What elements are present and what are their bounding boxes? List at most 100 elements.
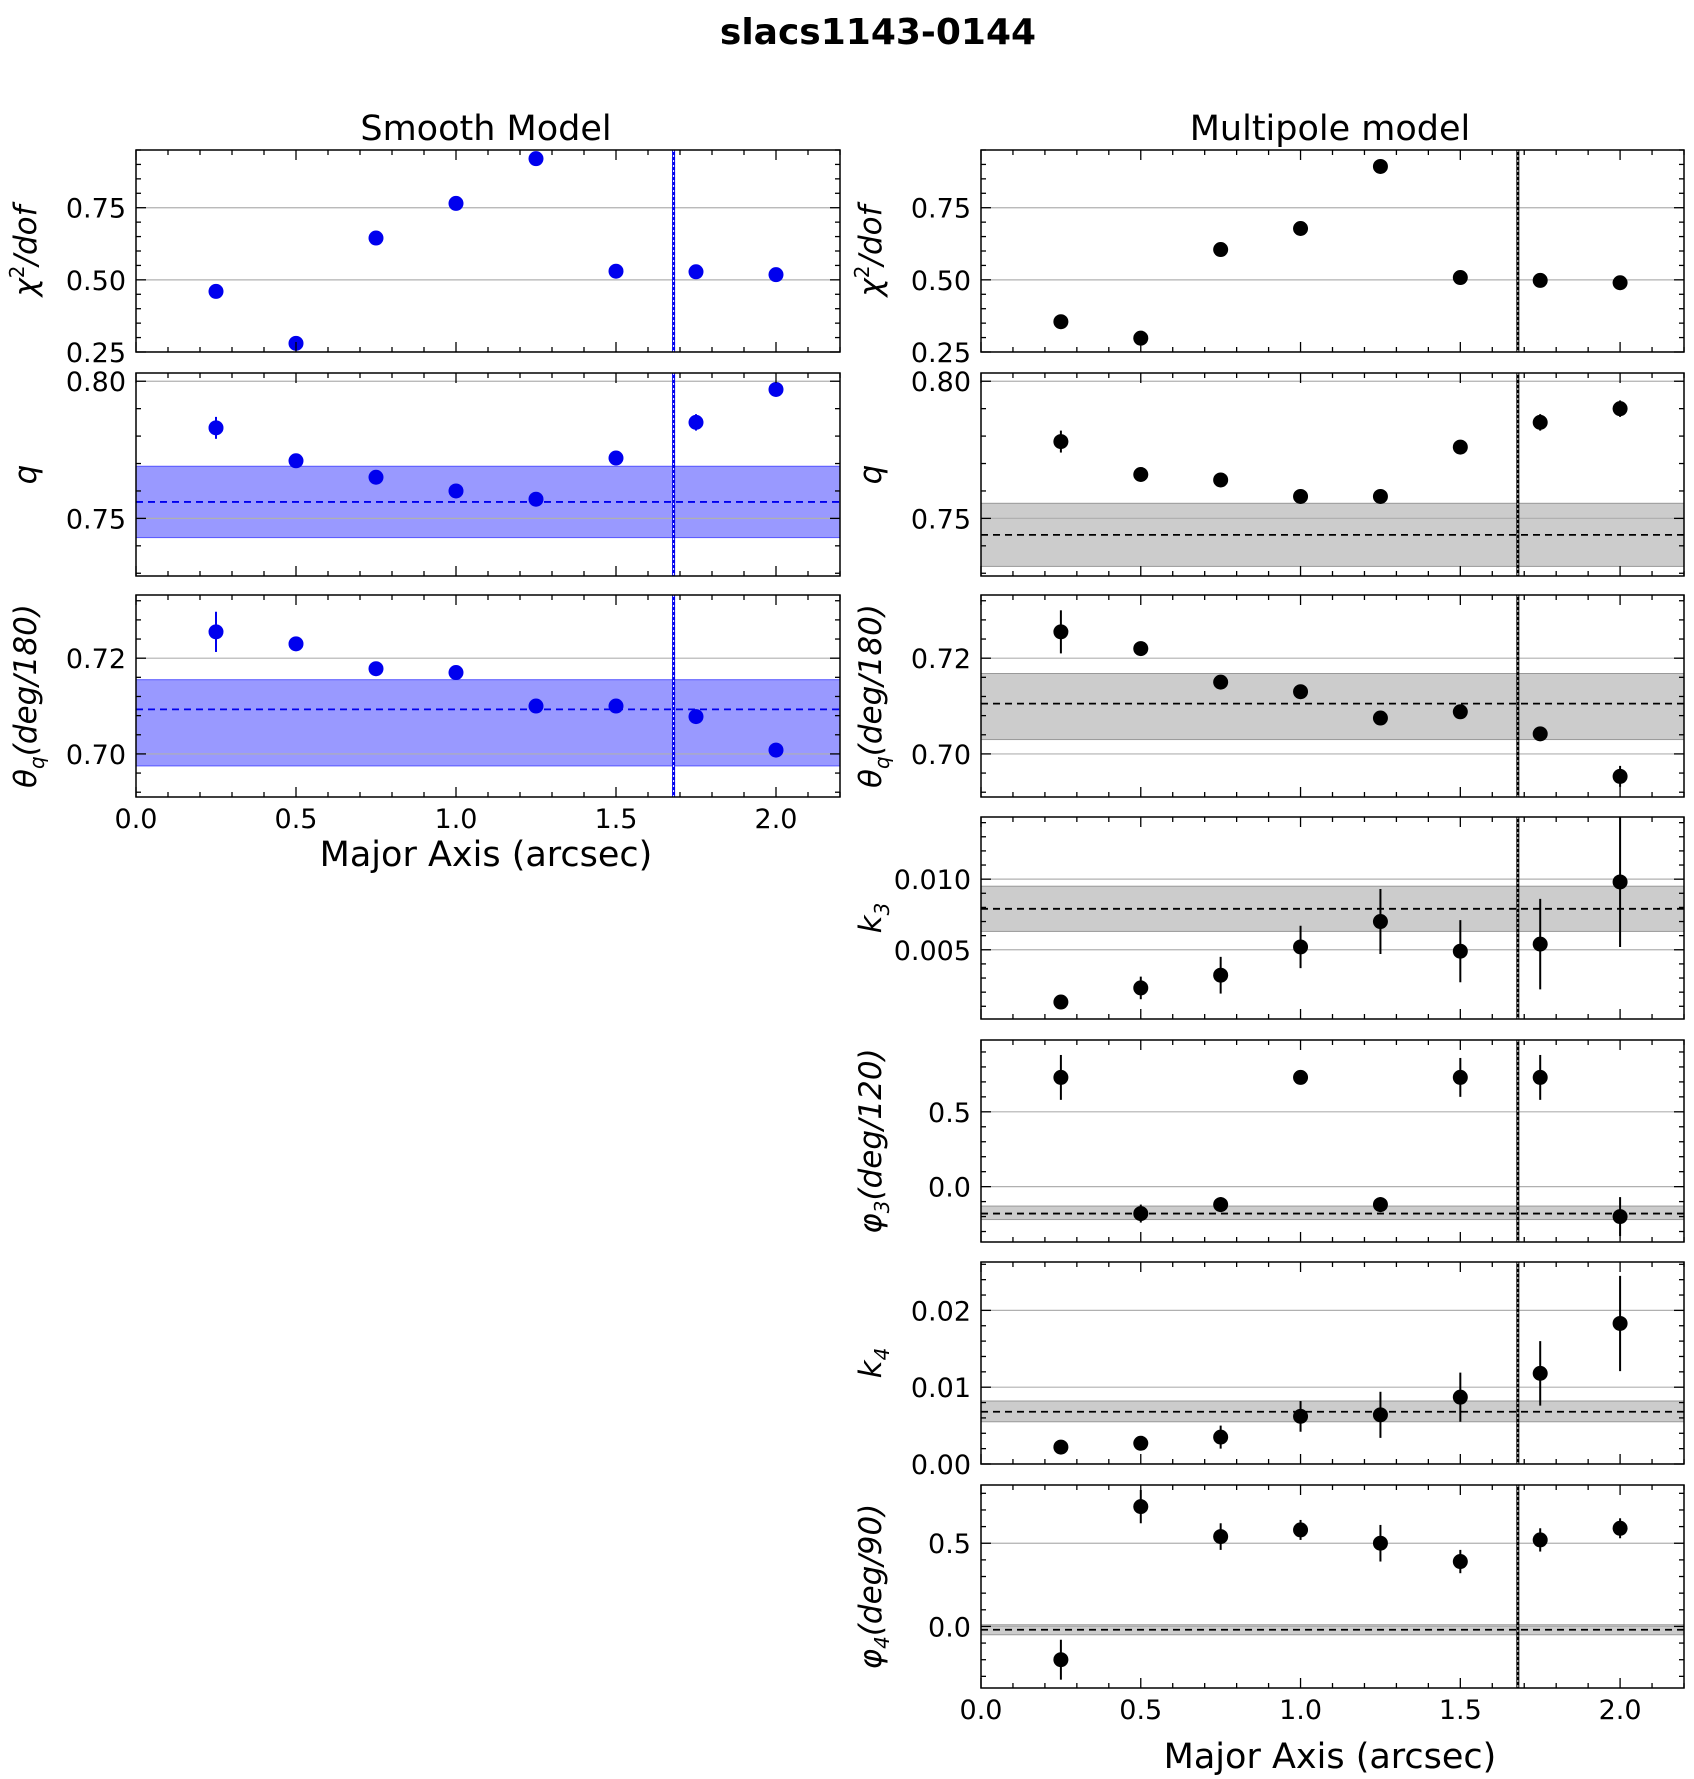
data-point [528, 151, 544, 167]
x-tick-label: 0.5 [275, 804, 318, 835]
data-point [1452, 704, 1468, 720]
data-point [1053, 1439, 1069, 1455]
data-point [688, 709, 704, 725]
panel-4: 0.25 0.50 0.75 χ2/dof [850, 149, 1685, 369]
figure-title: slacs1143-0144 [720, 12, 1036, 53]
data-point [1372, 158, 1388, 174]
x-tick-label: 1.5 [1439, 1695, 1482, 1726]
data-point [1213, 1429, 1229, 1445]
x-tick-label: 0.0 [115, 804, 158, 835]
data-point [448, 483, 464, 499]
data-point [1053, 624, 1069, 640]
y-tick-label: 0.80 [911, 367, 971, 398]
data-point [448, 665, 464, 681]
panel-1: 0.25 0.50 0.75 χ2/dof [5, 149, 841, 369]
axes-frame [980, 1484, 1685, 1689]
panel-3: 0.0 0.5 1.0 1.5 2.0 0.70 0.72 θq(deg/180) [8, 594, 841, 835]
panel-8: 0.0 0.5 φ3(deg/120) [853, 1039, 1685, 1243]
y-tick-label: 0.50 [66, 266, 126, 297]
data-point [608, 450, 624, 466]
data-point [768, 267, 784, 283]
axes-frame [135, 149, 841, 353]
y-tick-label: 0.75 [66, 504, 126, 535]
y-axis-label: q [8, 465, 44, 485]
data-point [1372, 1197, 1388, 1213]
data-point [1213, 1529, 1229, 1545]
data-point [768, 381, 784, 397]
panel-6: 0.70 0.72 θq(deg/180) [853, 594, 1685, 798]
data-point [368, 230, 384, 246]
data-point [1532, 936, 1548, 952]
data-point [1612, 1520, 1628, 1536]
data-point [368, 661, 384, 677]
data-point [1053, 434, 1069, 450]
y-tick-label: 0.75 [911, 504, 971, 535]
data-point [1213, 242, 1229, 258]
y-tick-label: 0.70 [66, 740, 126, 771]
y-tick-label: 0.70 [911, 740, 971, 771]
data-point [208, 624, 224, 640]
y-axis-label: θq(deg/180) [8, 604, 49, 788]
left-x-axis-label: Major Axis (arcsec) [320, 835, 653, 875]
data-point [1372, 488, 1388, 504]
data-point [208, 420, 224, 436]
confidence-band [981, 673, 1684, 741]
y-tick-label: 0.0 [928, 1173, 971, 1204]
confidence-band [136, 679, 840, 767]
data-point [1372, 710, 1388, 726]
data-point [528, 491, 544, 507]
data-point [1293, 488, 1309, 504]
y-axis-label: χ2/dof [5, 201, 44, 298]
data-point [608, 263, 624, 279]
data-point [1053, 1069, 1069, 1085]
y-tick-label: 0.02 [911, 1296, 971, 1327]
data-point [1372, 914, 1388, 930]
multipole-model-title: Multipole model [1190, 109, 1471, 149]
data-point [368, 469, 384, 485]
panels: 0.25 0.50 0.75 χ2/dof 0.75 0.80 q 0.0 0.5 1.0 1.5 2… [5, 149, 1685, 1726]
data-point [1293, 939, 1309, 955]
data-point [1452, 1554, 1468, 1570]
y-tick-label: 0.80 [66, 367, 126, 398]
data-point [1293, 1408, 1309, 1424]
data-point [1213, 472, 1229, 488]
y-tick-label: 0.75 [66, 194, 126, 225]
data-point [1133, 467, 1149, 482]
y-axis-label: χ2/dof [850, 201, 889, 298]
y-axis-label: k3 [853, 903, 894, 934]
data-point [1532, 1532, 1548, 1548]
y-tick-label: 0.72 [911, 644, 971, 675]
y-axis-label: φ4(deg/90) [853, 1504, 894, 1670]
x-tick-label: 0.5 [1119, 1695, 1162, 1726]
data-point [1053, 1652, 1069, 1668]
data-point [768, 742, 784, 758]
data-point [1612, 401, 1628, 417]
data-point [288, 636, 304, 652]
panel-5: 0.75 0.80 q [853, 367, 1685, 577]
data-point [1293, 1522, 1309, 1538]
y-axis-label: θq(deg/180) [853, 604, 894, 788]
data-point [1053, 314, 1069, 330]
y-tick-label: 0.01 [911, 1373, 971, 1404]
data-point [288, 453, 304, 469]
y-tick-label: 0.25 [66, 338, 126, 369]
data-point [1053, 994, 1069, 1010]
data-point [1452, 439, 1468, 455]
x-tick-label: 2.0 [755, 804, 798, 835]
y-tick-label: 0.75 [911, 194, 971, 225]
data-point [448, 195, 464, 211]
data-point [1452, 943, 1468, 959]
y-tick-label: 0.005 [894, 936, 971, 967]
data-point [1452, 1389, 1468, 1405]
axes-frame [980, 149, 1685, 353]
y-axis-label: φ3(deg/120) [853, 1048, 894, 1233]
y-tick-label: 0.0 [928, 1612, 971, 1643]
data-point [1372, 1407, 1388, 1423]
data-point [1293, 684, 1309, 700]
data-point [1133, 1206, 1149, 1222]
y-axis-label: q [853, 465, 889, 485]
y-tick-label: 0.00 [911, 1450, 971, 1481]
x-tick-label: 1.5 [595, 804, 638, 835]
